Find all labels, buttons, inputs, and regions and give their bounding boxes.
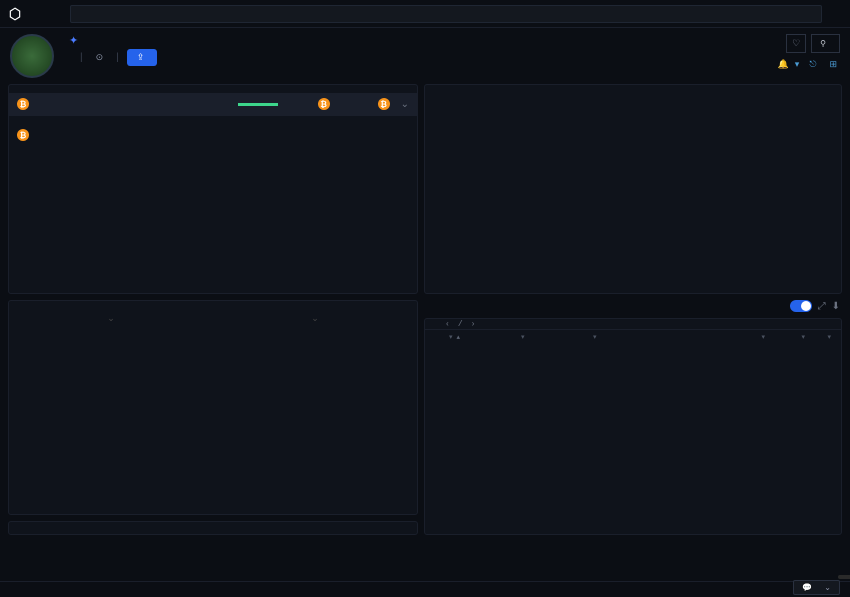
view-controls: ⤢ ⬇ bbox=[424, 300, 842, 312]
visualize-link[interactable]: ⊞ bbox=[829, 59, 840, 70]
profile-header: ✦ | ⊙ | ⇪ ♡ ⚲ 🔔 ▾ ⎋ ⊞ bbox=[0, 28, 850, 84]
allocation-bar bbox=[238, 103, 278, 106]
btc-icon bbox=[17, 129, 29, 141]
col-from[interactable]: ▾ bbox=[521, 333, 593, 341]
tab-inflow[interactable] bbox=[801, 319, 821, 329]
search-input[interactable] bbox=[70, 5, 822, 23]
chevron-down-icon[interactable]: ⌄ bbox=[401, 99, 409, 110]
asset-count bbox=[378, 98, 395, 110]
networks-button[interactable]: ⚲ bbox=[811, 34, 840, 53]
download-icon[interactable]: ⬇ bbox=[832, 301, 840, 312]
favorite-icon[interactable]: ♡ bbox=[786, 34, 806, 53]
col-to[interactable]: ▾ bbox=[593, 333, 733, 341]
trace-entity-link[interactable]: ⎋ bbox=[809, 59, 819, 70]
pagination[interactable]: ‹ / › bbox=[445, 320, 475, 329]
brand-logo[interactable] bbox=[8, 7, 26, 21]
share-button[interactable]: ⇪ bbox=[127, 49, 158, 66]
divider: | bbox=[116, 52, 119, 63]
bitcoin-icon bbox=[17, 98, 29, 110]
view-toggle[interactable] bbox=[790, 300, 812, 312]
footer bbox=[0, 581, 850, 597]
chevron-down-icon: ⌄ bbox=[824, 583, 831, 592]
borrows-panel[interactable] bbox=[8, 521, 418, 535]
chat-room-pill[interactable]: 💬 ⌄ bbox=[793, 580, 840, 595]
capture-badge bbox=[838, 575, 850, 579]
col-value[interactable]: ▾ bbox=[733, 333, 767, 341]
chevron-down-icon[interactable]: ⌄ bbox=[213, 313, 417, 324]
transfers-panel: ‹ / › ▾ ▴ ▾ ▾ ▾ ▾ ▾ bbox=[424, 318, 842, 535]
top-nav bbox=[0, 0, 850, 28]
chevron-down-icon[interactable]: ⌄ bbox=[9, 313, 213, 324]
search-box bbox=[70, 5, 822, 23]
portfolio-panel: ⌄ bbox=[8, 84, 418, 294]
balances-panel bbox=[424, 84, 842, 294]
tab-transfers[interactable] bbox=[425, 319, 445, 329]
col-token[interactable]: ▾ bbox=[767, 333, 807, 341]
exchange-panel: ⌄⌄ bbox=[8, 300, 418, 515]
divider: | bbox=[80, 52, 83, 63]
create-alert-link[interactable]: 🔔 ▾ bbox=[778, 59, 800, 70]
tab-swaps[interactable] bbox=[781, 319, 801, 329]
balances-chart bbox=[425, 93, 841, 258]
chain-row[interactable]: ⌄ bbox=[9, 93, 417, 115]
avatar bbox=[10, 34, 54, 78]
col-time[interactable]: ▾ ▴ bbox=[449, 333, 521, 341]
asset-row[interactable] bbox=[9, 124, 417, 146]
top-holding bbox=[318, 98, 378, 110]
expand-icon[interactable]: ⤢ bbox=[818, 301, 826, 312]
col-usd[interactable]: ▾ bbox=[807, 333, 833, 341]
tab-outflow[interactable] bbox=[821, 319, 841, 329]
verified-icon: ✦ bbox=[69, 34, 78, 47]
copy-icon[interactable]: ⊙ bbox=[91, 49, 109, 66]
